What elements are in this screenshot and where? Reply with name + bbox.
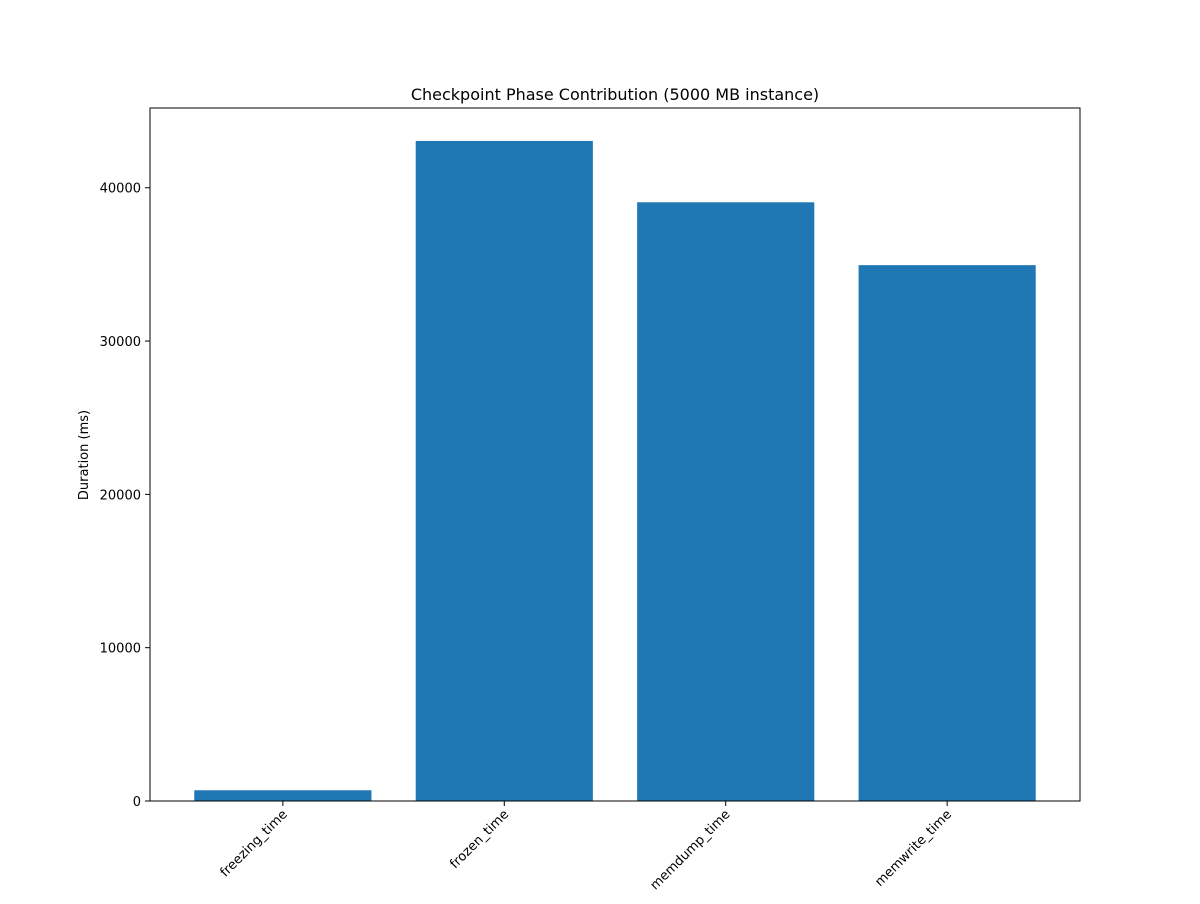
x-tick-label: memwrite_time [872,807,955,890]
bar-memwrite-time [858,265,1036,801]
chart-title: Checkpoint Phase Contribution (5000 MB i… [411,85,819,104]
y-axis-ticks: 0 10000 20000 30000 40000 [100,182,150,810]
bar-frozen-time [415,140,593,801]
bars-group [194,140,1036,802]
y-tick-label: 20000 [100,488,141,503]
x-tick-label: freezing_time [218,807,291,880]
x-tick-label: memdump_time [648,807,734,893]
y-axis-label: Duration (ms) [77,410,92,500]
bar-freezing-time [194,790,372,801]
plot-area-frame [149,107,1081,802]
y-tick-label: 0 [133,795,141,810]
x-axis-ticks: freezing_time frozen_time memdump_time memw… [218,801,955,893]
bar-memdump-time [637,202,815,802]
y-tick-label: 40000 [100,182,141,197]
y-tick-label: 30000 [100,335,141,350]
y-tick-label: 10000 [100,642,141,657]
x-tick-label: frozen_time [447,807,512,872]
